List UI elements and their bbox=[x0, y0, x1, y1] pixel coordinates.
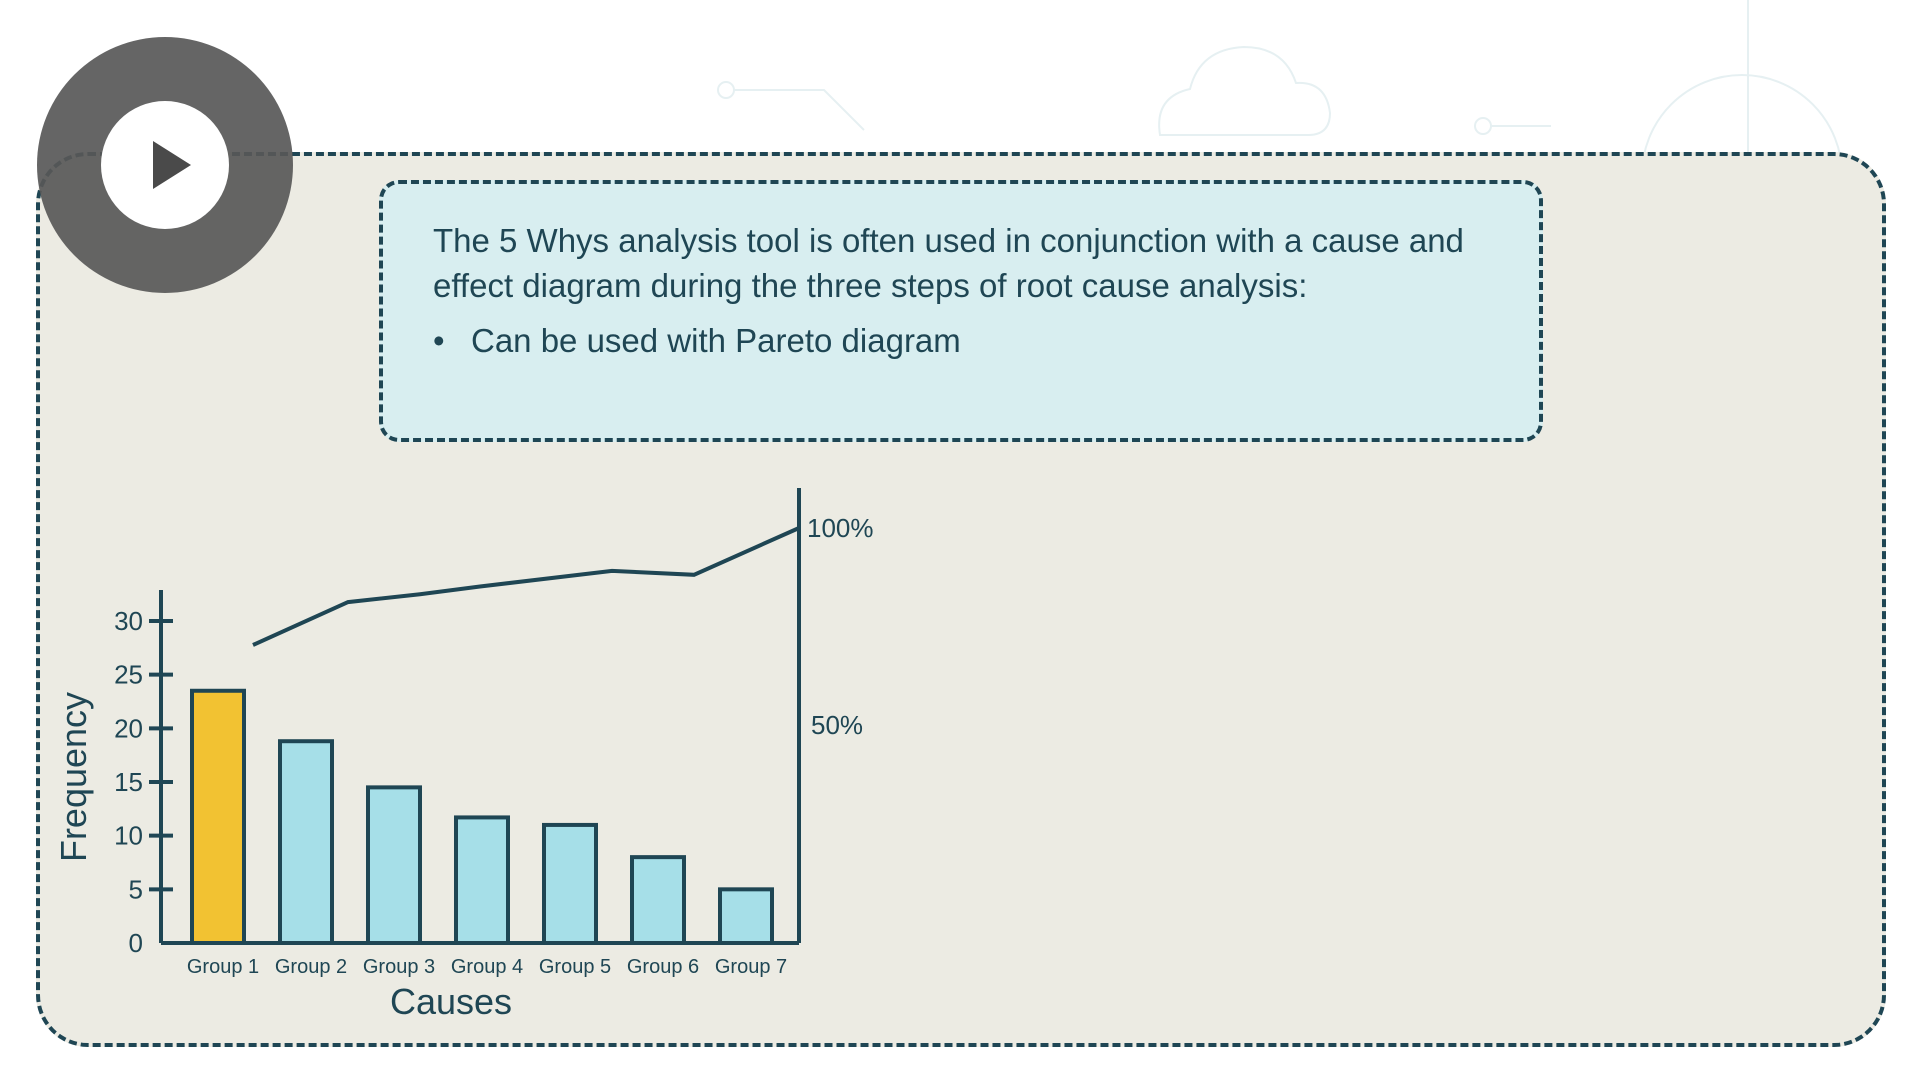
ytick-label: 5 bbox=[129, 874, 143, 904]
circuit-line bbox=[734, 89, 865, 131]
ytick-label: 0 bbox=[129, 928, 143, 958]
bar-group bbox=[190, 688, 774, 946]
play-button[interactable] bbox=[37, 37, 293, 293]
ytick-label: 10 bbox=[114, 821, 143, 851]
category-label: Group 1 bbox=[187, 956, 259, 978]
category-label: Group 3 bbox=[363, 956, 435, 978]
bar-4 bbox=[454, 815, 510, 945]
ytick-label: 25 bbox=[114, 660, 143, 690]
callout-bullet-list: • Can be used with Pareto diagram bbox=[433, 318, 1491, 363]
cumulative-line bbox=[252, 526, 800, 647]
y2-tick-label: 100% bbox=[807, 513, 874, 543]
bullet-item: • Can be used with Pareto diagram bbox=[433, 318, 1491, 363]
bar-1 bbox=[190, 688, 246, 945]
ytick-group: 0 5 10 15 20 25 30 bbox=[114, 606, 173, 958]
callout-intro-text: The 5 Whys analysis tool is often used i… bbox=[433, 222, 1464, 304]
ytick-label: 15 bbox=[114, 767, 143, 797]
cloud-icon bbox=[1158, 45, 1332, 136]
bullet-text: Can be used with Pareto diagram bbox=[471, 322, 961, 359]
category-label: Group 6 bbox=[627, 956, 699, 978]
category-label-group: Group 1 Group 2 Group 3 Group 4 Group 5 Group… bbox=[187, 956, 787, 978]
play-icon bbox=[153, 141, 191, 189]
category-label: Group 7 bbox=[715, 956, 787, 978]
bar-3 bbox=[366, 785, 422, 945]
y2-tick-label: 50% bbox=[811, 710, 863, 740]
ytick-label: 30 bbox=[114, 606, 143, 636]
category-label: Group 5 bbox=[539, 956, 611, 978]
ytick-label: 20 bbox=[114, 713, 143, 743]
bullet-symbol: • bbox=[433, 322, 445, 359]
x-axis-title: Causes bbox=[390, 981, 512, 1022]
axes-group bbox=[159, 488, 801, 945]
category-label: Group 4 bbox=[451, 956, 523, 978]
callout-box: The 5 Whys analysis tool is often used i… bbox=[379, 180, 1543, 442]
category-label: Group 2 bbox=[275, 956, 347, 978]
bar-2 bbox=[278, 739, 334, 945]
bar-5 bbox=[542, 822, 598, 946]
play-button-inner bbox=[101, 101, 229, 229]
bar-6 bbox=[630, 855, 686, 946]
y-axis-title: Frequency bbox=[53, 692, 94, 862]
bar-7 bbox=[718, 887, 774, 945]
